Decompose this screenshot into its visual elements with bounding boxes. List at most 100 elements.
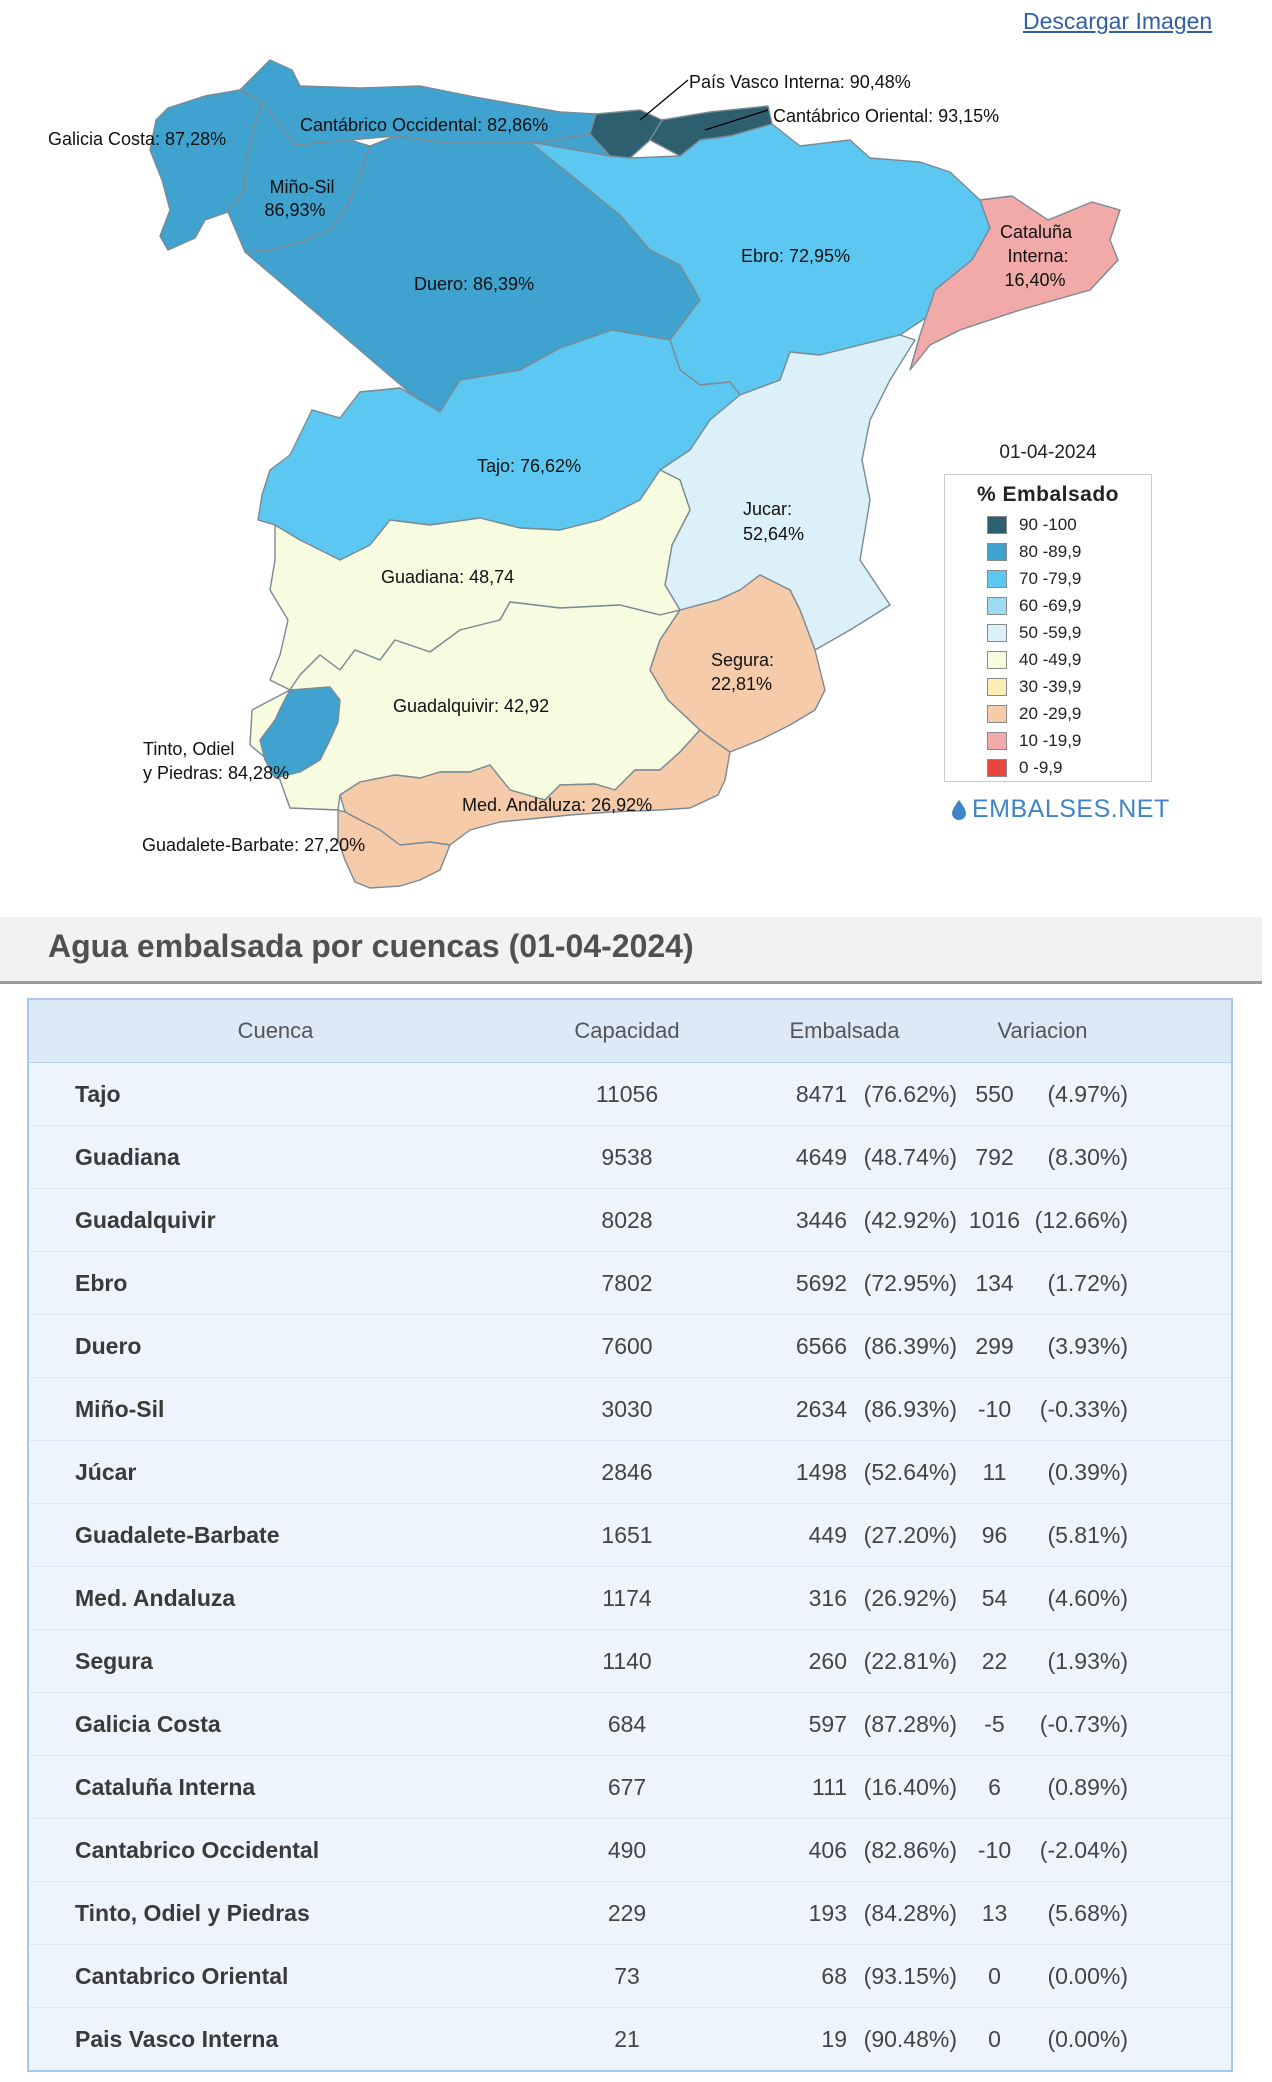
cell-variacion-pct: (8.30%) [1047, 1143, 1128, 1170]
cell-embalsada-pct: (72.95%) [863, 1269, 957, 1296]
label-med-andaluza: Med. Andaluza: 26,92% [462, 795, 652, 815]
label-segura-name: Segura: [711, 650, 774, 670]
cell-variacion-pct: (-2.04%) [1039, 1836, 1128, 1863]
cell-embalsada: 111 [812, 1773, 847, 1800]
cell-embalsada: 5692 [795, 1269, 847, 1296]
cell-embalsada-pct: (52.64%) [863, 1458, 957, 1485]
table-header: Cuenca Capacidad Embalsada Variacion [29, 1000, 1231, 1063]
label-guadalete-barbate: Guadalete-Barbate: 27,20% [142, 835, 365, 855]
region-cataluna-interna[interactable] [909, 195, 1121, 371]
cell-capacidad: 8028 [601, 1206, 653, 1233]
table-row: Cataluña Interna 677 111 (16.40%) 6 (0.89%) [29, 1756, 1231, 1819]
legend-label: 90 -100 [1019, 514, 1077, 534]
reservoir-table: Cuenca Capacidad Embalsada Variacion Taj… [27, 998, 1233, 2072]
brand-name: EMBALSES.NET [972, 795, 1170, 823]
legend-label: 30 -39,9 [1019, 676, 1082, 696]
cell-embalsada: 6566 [795, 1332, 847, 1359]
cell-embalsada-pct: (16.40%) [863, 1773, 957, 1800]
cell-embalsada: 8471 [795, 1080, 847, 1107]
table-row: Duero 7600 6566 (86.39%) 299 (3.93%) [29, 1315, 1231, 1378]
cell-variacion: -10 [977, 1395, 1012, 1422]
region-tinto-odiel-piedras[interactable] [259, 686, 341, 779]
cell-variacion-pct: (5.68%) [1047, 1899, 1128, 1926]
cell-variacion: -5 [984, 1710, 1005, 1737]
download-image-link[interactable]: Descargar Imagen [1023, 8, 1213, 34]
legend-label: 50 -59,9 [1019, 622, 1082, 642]
cell-capacidad: 229 [607, 1899, 647, 1926]
cell-cuenca: Galicia Costa [75, 1710, 221, 1737]
map-legend: % Embalsado 90 -100 80 -89,9 70 -79,9 60 -6… [944, 474, 1152, 782]
legend-item: 50 -59,9 [945, 619, 1151, 646]
cell-variacion: 96 [981, 1521, 1008, 1548]
legend-title: % Embalsado [976, 483, 1120, 506]
legend-label: 80 -89,9 [1019, 541, 1082, 561]
cell-cuenca: Tinto, Odiel y Piedras [75, 1899, 310, 1926]
cell-embalsada-pct: (27.20%) [863, 1521, 957, 1548]
cell-variacion: 22 [981, 1647, 1008, 1674]
label-jucar-name: Jucar: [743, 499, 792, 519]
table-row: Pais Vasco Interna 21 19 (90.48%) 0 (0.00%) [29, 2008, 1231, 2070]
label-jucar-value: 52,64% [743, 524, 804, 544]
cell-capacidad: 3030 [601, 1395, 653, 1422]
label-segura-value: 22,81% [711, 674, 772, 694]
label-duero: Duero: 86,39% [414, 274, 534, 294]
header-variacion: Variacion [997, 1018, 1088, 1043]
cell-cuenca: Segura [75, 1647, 153, 1674]
cell-variacion-pct: (3.93%) [1047, 1332, 1128, 1359]
cell-embalsada: 449 [808, 1521, 847, 1548]
cell-embalsada-pct: (93.15%) [863, 1962, 957, 1989]
cell-capacidad: 1651 [601, 1521, 653, 1548]
label-ebro: Ebro: 72,95% [741, 246, 850, 266]
cell-capacidad: 1140 [602, 1647, 652, 1674]
cell-capacidad: 684 [607, 1710, 647, 1737]
cell-cuenca: Júcar [75, 1458, 137, 1485]
label-cantabrico-occidental: Cantábrico Occidental: 82,86% [300, 115, 548, 135]
cell-embalsada: 2634 [795, 1395, 847, 1422]
legend-item: 70 -79,9 [945, 565, 1151, 592]
region-guadalete-barbate[interactable] [337, 809, 451, 889]
cell-variacion: 54 [981, 1584, 1008, 1611]
label-mino-sil-value: 86,93% [264, 200, 325, 220]
cell-variacion: 792 [975, 1143, 1014, 1170]
cell-cuenca: Cantabrico Oriental [75, 1962, 289, 1989]
cell-variacion: 13 [981, 1899, 1008, 1926]
cell-variacion-pct: (-0.73%) [1039, 1710, 1128, 1737]
cell-embalsada-pct: (82.86%) [863, 1836, 957, 1863]
embalses-net-logo: EMBALSES.NET [950, 795, 1170, 824]
header-cuenca: Cuenca [237, 1018, 314, 1043]
cell-embalsada: 316 [808, 1584, 847, 1611]
cell-embalsada-pct: (48.74%) [863, 1143, 957, 1170]
legend-swatch [987, 758, 1007, 777]
region-segura[interactable] [649, 574, 826, 753]
legend-swatch [987, 650, 1007, 669]
legend-item: 10 -19,9 [945, 727, 1151, 754]
cell-cuenca: Ebro [75, 1269, 128, 1296]
cell-capacidad: 7600 [601, 1332, 653, 1359]
label-tajo: Tajo: 76,62% [477, 456, 581, 476]
label-cataluna-line1: Cataluña [1000, 222, 1073, 242]
table-row: Guadalete-Barbate 1651 449 (27.20%) 96 (5.81%… [29, 1504, 1231, 1567]
section-title: Agua embalsada por cuencas (01-04-2024) [48, 928, 694, 964]
leader-pais-vasco [639, 79, 689, 121]
water-drop-icon [952, 799, 966, 820]
legend-rows: 90 -100 80 -89,9 70 -79,9 60 -69,9 50 -59,9 4… [945, 511, 1151, 781]
legend-item: 20 -29,9 [945, 700, 1151, 727]
cell-embalsada-pct: (26.92%) [863, 1584, 957, 1611]
cell-cuenca: Cantabrico Occidental [75, 1836, 320, 1863]
cell-variacion: 11 [982, 1458, 1007, 1485]
table-row: Galicia Costa 684 597 (87.28%) -5 (-0.73%) [29, 1693, 1231, 1756]
header-embalsada: Embalsada [789, 1018, 900, 1043]
table-row: Tajo 11056 8471 (76.62%) 550 (4.97%) [29, 1063, 1231, 1126]
cell-variacion: 1016 [968, 1206, 1021, 1233]
cell-embalsada-pct: (84.28%) [863, 1899, 957, 1926]
table-row: Cantabrico Occidental 490 406 (82.86%) -10 (-… [29, 1819, 1231, 1882]
table-row: Tinto, Odiel y Piedras 229 193 (84.28%) 13 (5… [29, 1882, 1231, 1945]
legend-swatch [987, 731, 1007, 750]
cell-embalsada: 3446 [795, 1206, 847, 1233]
legend-swatch [987, 704, 1007, 723]
cell-embalsada-pct: (76.62%) [863, 1080, 957, 1107]
cell-variacion-pct: (4.60%) [1047, 1584, 1128, 1611]
cell-variacion-pct: (0.89%) [1047, 1773, 1128, 1800]
cell-variacion-pct: (12.66%) [1034, 1206, 1128, 1233]
cell-embalsada-pct: (86.39%) [863, 1332, 957, 1359]
